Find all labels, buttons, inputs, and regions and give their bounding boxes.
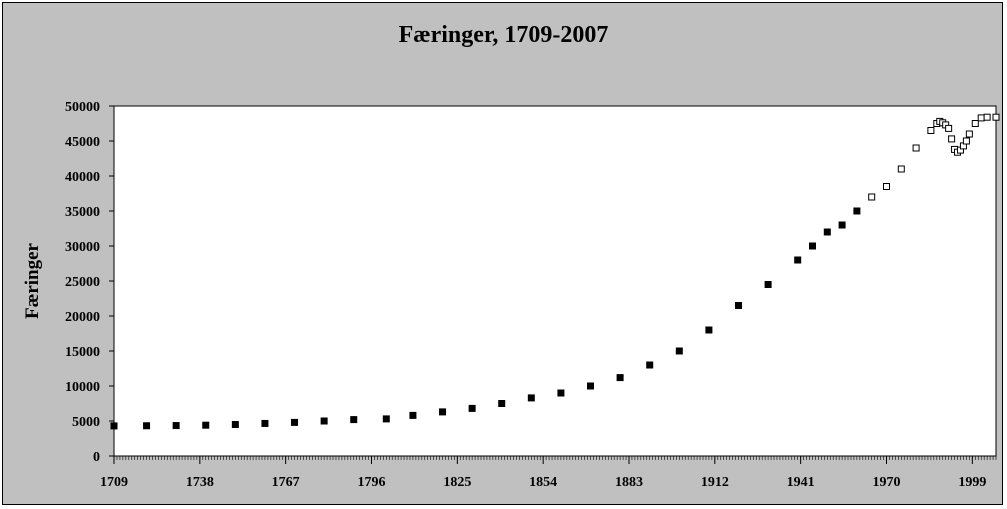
data-point — [853, 207, 861, 215]
y-tick-label: 30000 — [65, 240, 100, 255]
x-axis-minor-ticks — [113, 456, 997, 460]
y-tick-label: 5000 — [72, 415, 100, 430]
data-point — [202, 421, 210, 429]
x-tick-label: 1854 — [529, 475, 557, 490]
y-tick-label: 10000 — [65, 380, 100, 395]
data-point — [962, 137, 970, 145]
data-point — [291, 418, 299, 426]
data-point — [498, 400, 506, 407]
x-tick-label: 1738 — [186, 475, 214, 490]
x-tick-label: 1883 — [615, 475, 643, 490]
x-tick-label: 1825 — [443, 475, 471, 490]
data-point — [735, 302, 742, 309]
data-point — [977, 114, 985, 122]
data-point — [350, 416, 358, 424]
data-point — [616, 374, 624, 382]
data-point — [764, 281, 772, 288]
x-tick-label: 1796 — [357, 475, 385, 490]
plot-area — [113, 105, 997, 457]
x-tick-label: 1912 — [701, 475, 729, 490]
data-point — [172, 422, 180, 430]
data-point — [912, 144, 920, 152]
x-tick-label: 1999 — [958, 475, 986, 490]
data-point — [409, 411, 417, 419]
data-point — [675, 347, 683, 355]
y-tick-label: 40000 — [65, 170, 100, 185]
data-point — [587, 382, 595, 390]
y-tick-label: 20000 — [65, 310, 100, 325]
data-point — [948, 135, 956, 143]
data-point — [882, 183, 890, 190]
y-tick-label: 50000 — [65, 100, 100, 115]
data-point — [971, 120, 979, 127]
data-point — [527, 394, 535, 402]
data-point — [320, 417, 328, 425]
data-point — [897, 165, 905, 173]
data-point — [646, 361, 654, 369]
x-tick-label: 1941 — [787, 475, 815, 490]
y-tick-label: 35000 — [65, 205, 100, 220]
y-tick-label: 45000 — [65, 135, 100, 150]
data-point — [992, 113, 1000, 121]
data-point — [927, 127, 935, 134]
data-point — [965, 130, 973, 138]
x-tick-label: 1709 — [100, 475, 128, 490]
x-tick-label: 1970 — [872, 475, 900, 490]
data-point — [838, 221, 846, 229]
data-point — [945, 124, 953, 132]
y-axis-title: Færinger — [22, 242, 43, 319]
y-tick-label: 25000 — [65, 275, 100, 290]
y-tick-label: 0 — [93, 450, 100, 465]
chart-title: Færinger, 1709-2007 — [398, 22, 609, 48]
data-point — [231, 421, 239, 428]
data-point — [983, 113, 991, 121]
data-point — [382, 415, 390, 423]
data-point — [439, 408, 447, 416]
data-point — [110, 422, 118, 430]
x-tick-label: 1767 — [272, 475, 300, 490]
data-point — [794, 256, 802, 264]
data-point — [868, 193, 876, 201]
data-point — [823, 228, 831, 236]
data-point — [705, 326, 713, 334]
y-tick-label: 15000 — [65, 345, 100, 360]
data-point — [468, 404, 476, 412]
data-point — [557, 389, 565, 397]
data-point — [809, 242, 816, 250]
data-point — [261, 419, 269, 427]
data-point — [143, 422, 151, 430]
